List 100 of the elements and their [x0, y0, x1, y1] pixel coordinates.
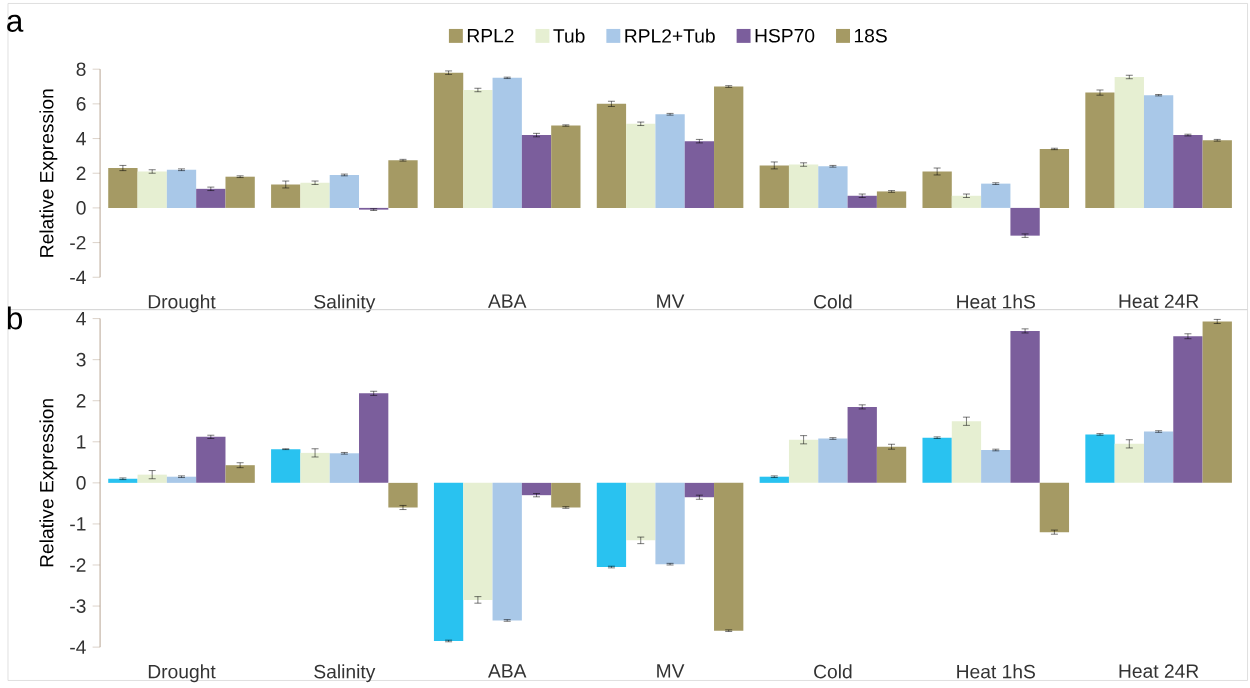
x-tick-label: Cold: [814, 664, 852, 679]
y-axis-title: Relative Expression: [39, 89, 58, 257]
y-tick-label: -4: [70, 270, 86, 284]
bar: [1010, 207, 1040, 236]
bar: [1202, 321, 1232, 483]
bar: [922, 171, 952, 208]
bar: [196, 436, 226, 483]
bar: [951, 195, 982, 208]
bar: [655, 482, 685, 565]
bar: [388, 482, 418, 508]
bar: [1202, 140, 1232, 208]
x-tick-label: Drought: [148, 294, 216, 313]
y-tick-label: 2: [76, 166, 86, 180]
legend-label: RPL2+Tub: [625, 28, 715, 43]
bar: [225, 465, 255, 483]
y-tick-label: 8: [76, 62, 86, 76]
x-tick-label: MV: [657, 664, 685, 678]
legend-label: HSP70: [755, 28, 815, 43]
bar: [1039, 148, 1070, 208]
x-tick-label: Drought: [148, 664, 216, 683]
bar: [759, 476, 789, 483]
bar: [463, 482, 493, 600]
chart-title: b: [7, 306, 23, 330]
chart-title: a: [7, 14, 24, 32]
bar: [137, 474, 167, 483]
bar: [1143, 431, 1174, 483]
y-tick-label: 1: [77, 435, 86, 449]
bar: [818, 166, 848, 208]
bar: [1085, 92, 1115, 208]
bar: [714, 482, 744, 631]
bar: [847, 406, 877, 483]
y-tick-label: 0: [76, 476, 86, 490]
y-tick-label: 3: [76, 352, 86, 367]
bar: [196, 188, 226, 208]
x-tick-label: Heat 24R: [1119, 294, 1199, 309]
bar: [714, 86, 744, 208]
bar: [166, 169, 197, 208]
bar: [225, 176, 255, 208]
x-tick-label: Heat 1hS: [957, 664, 1035, 679]
bar: [1143, 95, 1174, 208]
bar: [596, 103, 627, 208]
y-tick-label: -3: [70, 599, 86, 613]
y-tick-label: 2: [76, 394, 86, 408]
bar: [492, 482, 522, 621]
legend-label: Tub: [553, 28, 585, 43]
bar: [551, 125, 581, 208]
bar: [951, 421, 982, 483]
bar: [1173, 135, 1203, 208]
y-tick-label: 4: [76, 131, 86, 146]
bar: [551, 482, 581, 508]
bar: [981, 183, 1011, 208]
y-tick-label: 4: [76, 311, 86, 326]
bar: [108, 478, 138, 483]
bar: [1114, 443, 1144, 483]
bar: [166, 476, 197, 483]
bar: [300, 452, 330, 483]
x-tick-label: Cold: [814, 294, 852, 309]
bar: [521, 482, 552, 496]
bar: [759, 165, 789, 208]
bar: [655, 114, 685, 208]
y-tick-label: 0: [76, 201, 86, 215]
bar: [108, 168, 138, 208]
bar: [626, 123, 656, 208]
bar: [981, 449, 1011, 483]
bar: [684, 482, 715, 498]
bar: [1010, 330, 1040, 483]
bar: [1173, 336, 1203, 483]
x-tick-label: MV: [657, 294, 685, 308]
bar: [388, 160, 418, 208]
bar: [271, 184, 301, 208]
x-tick-label: Salinity: [314, 664, 376, 683]
bar: [492, 77, 522, 208]
bar: [1039, 482, 1070, 533]
bar: [300, 182, 330, 208]
y-tick-label: -1: [70, 517, 86, 531]
y-tick-label: 6: [76, 97, 86, 111]
y-tick-label: -2: [70, 558, 86, 572]
bar: [596, 482, 627, 568]
bar: [271, 449, 301, 483]
legend-label: RPL2: [467, 28, 514, 43]
bar: [463, 89, 493, 208]
y-tick-label: -4: [70, 640, 86, 654]
bar: [433, 482, 464, 641]
x-tick-label: Heat 24R: [1119, 664, 1199, 678]
bar: [788, 439, 819, 483]
bar: [329, 174, 360, 208]
bar: [922, 437, 952, 483]
bar: [329, 453, 360, 483]
legend-label: 18S: [854, 28, 887, 43]
bar: [626, 482, 656, 541]
bar: [521, 135, 552, 208]
x-tick-label: Heat 1hS: [957, 294, 1035, 309]
bar: [788, 164, 819, 208]
x-tick-label: Salinity: [314, 294, 376, 313]
bar: [876, 191, 907, 208]
x-tick-label: ABA: [487, 294, 527, 308]
y-axis-title: Relative Expression: [39, 399, 58, 567]
bar: [1114, 76, 1144, 208]
x-tick-label: ABA: [487, 664, 527, 678]
bar: [359, 393, 389, 483]
